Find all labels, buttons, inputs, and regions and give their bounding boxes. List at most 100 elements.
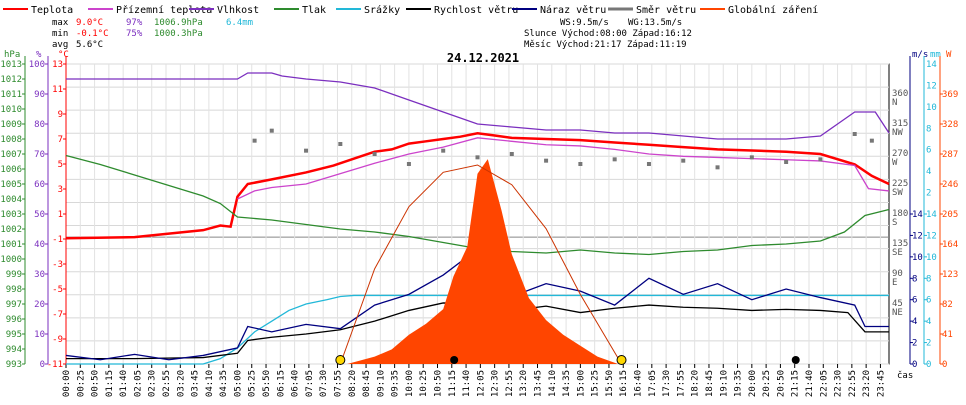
axis-pressure-tick-label: 999 bbox=[6, 270, 22, 280]
axis-humidity-tick-label: 90 bbox=[34, 90, 45, 100]
axis-temperature-tick-label: 3 bbox=[58, 185, 63, 195]
x-tick-label: 05:00 bbox=[233, 370, 243, 397]
x-tick-label: 07:55 bbox=[333, 370, 343, 397]
sunset-marker bbox=[616, 355, 627, 365]
x-tick-label: 00:00 bbox=[62, 370, 72, 397]
x-tick-label: 21:40 bbox=[805, 370, 815, 397]
axis-radiation-tick-label: 0 bbox=[942, 360, 947, 370]
axis-rain-tick-label: 0 bbox=[926, 360, 931, 370]
x-tick-label: 06:15 bbox=[276, 370, 286, 397]
x-tick-label: 10:50 bbox=[433, 370, 443, 397]
axis-rain-tick-label: 8 bbox=[926, 274, 931, 284]
axis-pressure-tick-label: 995 bbox=[6, 330, 22, 340]
stats-wg: WG:13.5m/s bbox=[628, 18, 682, 28]
legend-label-srazky: Srážky bbox=[364, 4, 400, 16]
x-tick-label: 05:50 bbox=[262, 370, 272, 397]
axis-temperature-tick-label: 5 bbox=[58, 160, 63, 170]
axis-temperature-tick-label: 7 bbox=[58, 135, 63, 145]
stats-min-label: min bbox=[52, 29, 68, 39]
x-tick-label: 12:55 bbox=[505, 370, 515, 397]
x-tick-label: 03:20 bbox=[176, 370, 186, 397]
axis-pressure-tick-label: 993 bbox=[6, 360, 22, 370]
wind-direction-point bbox=[544, 158, 549, 163]
x-tick-label: 20:50 bbox=[776, 370, 786, 397]
axis-rain-tick-label: 14 bbox=[926, 210, 937, 220]
axis-direction-tick-label: 180 bbox=[892, 209, 908, 219]
axis-wind-tick-label: 6 bbox=[912, 296, 917, 306]
x-tick-label: 07:05 bbox=[305, 370, 315, 397]
axis-rain-tick-label: 2 bbox=[926, 339, 931, 349]
axis-unit-wind: m/s bbox=[912, 50, 928, 60]
x-tick-label: 22:05 bbox=[819, 370, 829, 397]
axis-humidity-tick-label: 50 bbox=[34, 210, 45, 220]
axis-pressure-tick-label: 996 bbox=[6, 315, 22, 325]
axis-pressure-tick-label: 1012 bbox=[0, 75, 22, 85]
axis-rain-tick-label: 12 bbox=[926, 231, 937, 241]
wind-direction-point bbox=[304, 148, 309, 153]
axes: 00:00 00:25 00:50 01:15 01:40 02:05 02:30 02:55… bbox=[0, 56, 958, 397]
axis-pressure-tick-label: 1002 bbox=[0, 225, 22, 235]
stats-moon: Měsíc Východ:21:17 Západ:11:19 bbox=[524, 40, 687, 50]
x-tick-label: 14:10 bbox=[548, 370, 558, 397]
x-tick-label: 13:20 bbox=[519, 370, 529, 397]
x-tick-label: 15:50 bbox=[605, 370, 615, 397]
chart-title: 24.12.2021 bbox=[447, 51, 519, 65]
sunrise-marker bbox=[335, 355, 346, 365]
axis-humidity-tick-label: 40 bbox=[34, 240, 45, 250]
stats-min-hum: 75% bbox=[126, 29, 143, 39]
series-sr-ky bbox=[66, 294, 889, 365]
wind-direction-point bbox=[681, 158, 686, 163]
axis-pressure-tick-label: 1000 bbox=[0, 255, 22, 265]
x-tick-label: 00:25 bbox=[76, 370, 86, 397]
wind-direction-point bbox=[818, 157, 823, 162]
axis-pressure-tick-label: 998 bbox=[6, 285, 22, 295]
axis-temperature-tick-label: -1 bbox=[52, 235, 63, 245]
axis-pressure-tick-label: 1008 bbox=[0, 135, 22, 145]
axis-temperature-tick-label: -9 bbox=[52, 335, 63, 345]
axis-radiation-tick-label: 287 bbox=[942, 150, 958, 160]
x-tick-label: 09:10 bbox=[376, 370, 386, 397]
moonset-marker bbox=[450, 356, 459, 364]
x-tick-label: 22:30 bbox=[834, 370, 844, 397]
axis-humidity-tick-label: 60 bbox=[34, 180, 45, 190]
axis-radiation-tick-label: 369 bbox=[942, 90, 958, 100]
axis-radiation-tick-label: 123 bbox=[942, 270, 958, 280]
series-teplota bbox=[65, 131, 890, 240]
x-axis-label: čas bbox=[897, 370, 913, 381]
stats-min-temp: -0.1°C bbox=[76, 29, 109, 39]
legend-label-tlak: Tlak bbox=[302, 5, 326, 16]
axis-pressure-tick-label: 997 bbox=[6, 300, 22, 310]
x-tick-label: 17:05 bbox=[648, 370, 658, 397]
x-tick-label: 04:35 bbox=[219, 370, 229, 397]
axis-rain-upper-tick-label: 10 bbox=[926, 103, 937, 113]
stats-max-rain: 6.4mm bbox=[226, 18, 253, 28]
axis-direction-tick-label: 90 bbox=[892, 269, 903, 279]
stats-avg-label: avg bbox=[52, 40, 68, 50]
axis-unit-humidity: % bbox=[36, 50, 42, 60]
axis-pressure-tick-label: 1010 bbox=[0, 105, 22, 115]
stats-max-label: max bbox=[52, 18, 69, 28]
legend-label-teplota: Teplota bbox=[31, 5, 73, 16]
axis-humidity-tick-label: 30 bbox=[34, 270, 45, 280]
x-tick-label: 16:15 bbox=[619, 370, 629, 397]
axis-rain-upper-tick-label: 6 bbox=[926, 146, 931, 156]
axis-temperature-tick-label: 13 bbox=[52, 60, 63, 70]
series-sm-r-v-tru bbox=[252, 128, 874, 170]
x-tick-label: 10:25 bbox=[419, 370, 429, 397]
axis-pressure-tick-label: 1011 bbox=[0, 90, 22, 100]
wind-direction-point bbox=[372, 152, 377, 156]
axis-direction-tick-label: 315 bbox=[892, 119, 908, 129]
axis-direction-tick-label: 360 bbox=[892, 89, 908, 99]
wind-direction-point bbox=[269, 128, 274, 133]
axis-radiation-tick-label: 82 bbox=[942, 300, 953, 310]
axis-radiation-tick-label: 246 bbox=[942, 180, 958, 190]
axis-wind-tick-label: 10 bbox=[912, 253, 923, 263]
x-tick-label: 02:55 bbox=[162, 370, 172, 397]
x-tick-label: 06:40 bbox=[291, 370, 301, 397]
axis-direction-tick-label: 45 bbox=[892, 299, 903, 309]
axis-rain-upper-tick-label: 14 bbox=[926, 60, 937, 70]
axis-wind-tick-label: 4 bbox=[912, 317, 917, 327]
x-tick-label: 07:30 bbox=[319, 370, 329, 397]
